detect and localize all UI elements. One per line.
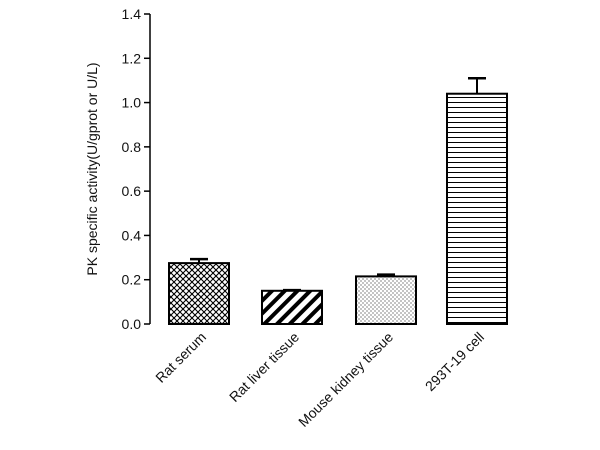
x-tick-label: Rat liver tissue xyxy=(226,329,302,405)
y-tick-label: 0.0 xyxy=(122,316,142,332)
y-axis-label: PK specific activity(U/gprot or U/L) xyxy=(84,62,100,275)
x-tick-label: 293T-19 cell xyxy=(422,329,487,394)
bar-293t-19-cell xyxy=(446,92,508,326)
y-tick-label: 0.6 xyxy=(122,183,142,199)
y-tick-label: 1.2 xyxy=(122,50,142,66)
bar-mouse-kidney-tissue xyxy=(355,275,417,325)
y-tick-label: 1.0 xyxy=(122,95,142,111)
bar-rat-serum xyxy=(168,262,230,326)
y-tick-label: 0.2 xyxy=(122,272,142,288)
y-tick-label: 0.4 xyxy=(122,227,142,243)
bar-rat-liver-tissue xyxy=(261,289,323,325)
y-axis: 0.0 0.2 0.4 0.6 0.8 1.0 1.2 1.4 xyxy=(122,6,151,332)
y-tick-label: 1.4 xyxy=(122,6,142,22)
x-tick-label: Rat serum xyxy=(152,329,209,386)
bars xyxy=(168,76,508,326)
y-tick-label: 0.8 xyxy=(122,139,142,155)
x-tick-label: Mouse kidney tissue xyxy=(295,329,396,430)
